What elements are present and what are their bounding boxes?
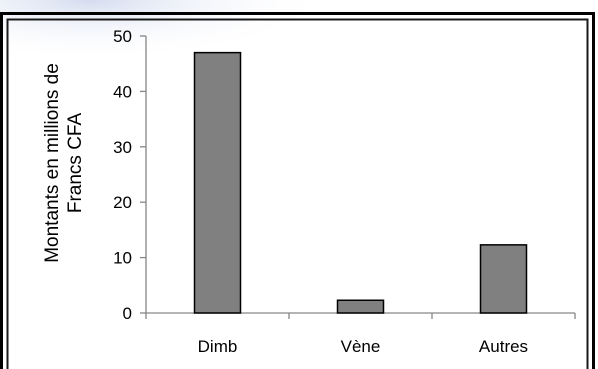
y-tick-label: 10 <box>113 249 132 268</box>
inner-frame <box>6 18 589 369</box>
y-tick-label: 20 <box>113 193 132 212</box>
y-axis-title-line: Montants en millions de <box>42 63 63 263</box>
y-tick-label: 0 <box>123 304 132 323</box>
x-tick-labels: Dimb Vène Autres <box>198 337 528 356</box>
y-tick-label: 30 <box>113 138 132 157</box>
y-axis-title: Montants en millions de Francs CFA <box>42 63 86 263</box>
x-tick-label: Vène <box>341 337 381 356</box>
outer-frame <box>0 12 595 369</box>
bar-dimb <box>193 51 242 314</box>
corner-glow <box>0 0 598 150</box>
bars <box>193 51 528 314</box>
x-tick-label: Dimb <box>198 337 238 356</box>
y-tick-label: 40 <box>113 82 132 101</box>
bar-vène <box>336 299 385 314</box>
x-tick-label: Autres <box>479 337 528 356</box>
y-tick-labels: 0 10 20 30 40 50 <box>113 27 132 323</box>
y-tick-label: 50 <box>113 27 132 46</box>
bar-autres <box>479 244 528 314</box>
y-axis-title-line: Francs CFA <box>65 113 86 214</box>
